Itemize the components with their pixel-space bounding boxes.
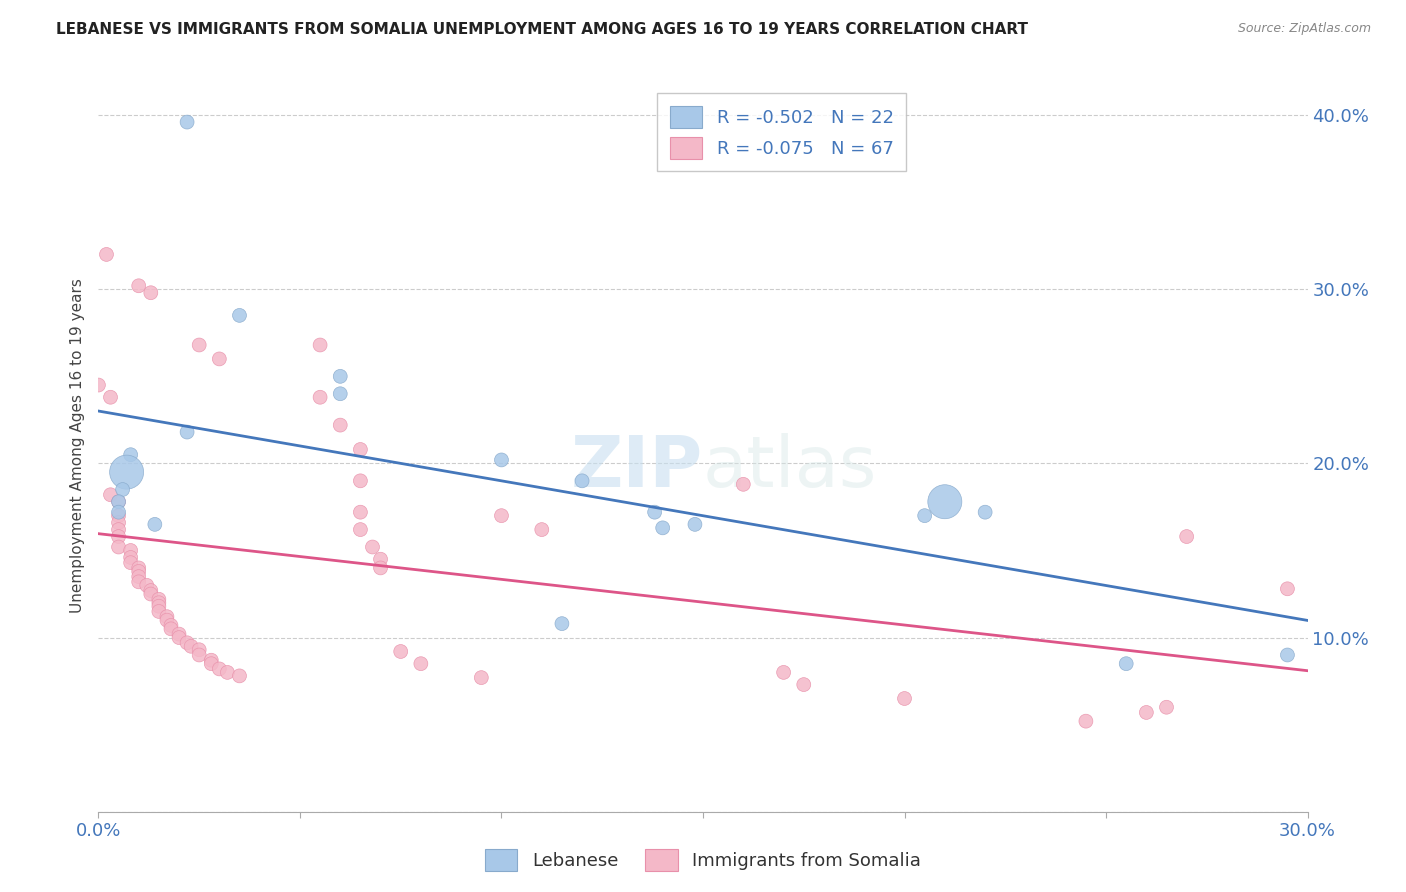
Point [128, 569, 150, 583]
Point [208, 351, 231, 366]
Point [156, 609, 179, 624]
Point [139, 285, 162, 300]
Point [176, 636, 198, 650]
Point [914, 508, 936, 523]
Point [96, 247, 118, 261]
Point [329, 386, 352, 401]
Point [329, 369, 352, 384]
Point [349, 442, 371, 457]
Point [107, 494, 129, 508]
Point [491, 453, 513, 467]
Point [200, 653, 222, 667]
Point [530, 523, 553, 537]
Point [115, 465, 138, 479]
Point [148, 596, 170, 610]
Point [107, 508, 129, 523]
Point [128, 574, 150, 589]
Point [135, 578, 157, 592]
Point [470, 671, 492, 685]
Point [651, 521, 673, 535]
Point [1135, 706, 1157, 720]
Point [143, 517, 166, 532]
Point [176, 115, 198, 129]
Point [1074, 714, 1097, 728]
Point [370, 552, 392, 566]
Point [1156, 700, 1178, 714]
Point [139, 587, 162, 601]
Point [107, 540, 129, 554]
Point [107, 516, 129, 530]
Point [1277, 582, 1299, 596]
Text: LEBANESE VS IMMIGRANTS FROM SOMALIA UNEMPLOYMENT AMONG AGES 16 TO 19 YEARS CORRE: LEBANESE VS IMMIGRANTS FROM SOMALIA UNEM… [56, 22, 1028, 37]
Point [107, 523, 129, 537]
Point [361, 540, 384, 554]
Point [228, 669, 250, 683]
Point [111, 483, 134, 497]
Text: ZIP: ZIP [571, 434, 703, 502]
Point [208, 662, 231, 676]
Point [128, 561, 150, 575]
Point [128, 278, 150, 293]
Point [349, 505, 371, 519]
Point [107, 505, 129, 519]
Point [200, 657, 222, 671]
Point [148, 592, 170, 607]
Point [409, 657, 432, 671]
Point [100, 488, 122, 502]
Point [228, 309, 250, 323]
Point [188, 642, 211, 657]
Point [551, 616, 574, 631]
Point [107, 530, 129, 544]
Point [772, 665, 794, 680]
Y-axis label: Unemployment Among Ages 16 to 19 years: Unemployment Among Ages 16 to 19 years [69, 278, 84, 614]
Point [491, 508, 513, 523]
Point [120, 550, 142, 565]
Point [571, 474, 593, 488]
Point [1175, 530, 1198, 544]
Point [176, 425, 198, 439]
Point [188, 338, 211, 352]
Point [370, 561, 392, 575]
Point [309, 390, 332, 404]
Point [733, 477, 755, 491]
Point [167, 631, 190, 645]
Point [87, 378, 110, 392]
Text: atlas: atlas [703, 434, 877, 502]
Point [160, 618, 183, 632]
Point [139, 583, 162, 598]
Point [1277, 648, 1299, 662]
Point [893, 691, 915, 706]
Legend: Lebanese, Immigrants from Somalia: Lebanese, Immigrants from Somalia [478, 842, 928, 879]
Point [793, 677, 815, 691]
Point [934, 494, 956, 508]
Point [148, 604, 170, 618]
Point [644, 505, 666, 519]
Point [1115, 657, 1137, 671]
Point [309, 338, 332, 352]
Point [128, 565, 150, 579]
Point [120, 543, 142, 558]
Legend: R = -0.502   N = 22, R = -0.075   N = 67: R = -0.502 N = 22, R = -0.075 N = 67 [657, 93, 907, 171]
Point [683, 517, 706, 532]
Point [156, 613, 179, 627]
Point [329, 418, 352, 433]
Point [180, 640, 202, 654]
Text: Source: ZipAtlas.com: Source: ZipAtlas.com [1237, 22, 1371, 36]
Point [349, 523, 371, 537]
Point [217, 665, 239, 680]
Point [188, 648, 211, 662]
Point [120, 448, 142, 462]
Point [167, 627, 190, 641]
Point [107, 494, 129, 508]
Point [148, 599, 170, 614]
Point [389, 644, 412, 658]
Point [974, 505, 997, 519]
Point [160, 622, 183, 636]
Point [349, 474, 371, 488]
Point [120, 556, 142, 570]
Point [100, 390, 122, 404]
